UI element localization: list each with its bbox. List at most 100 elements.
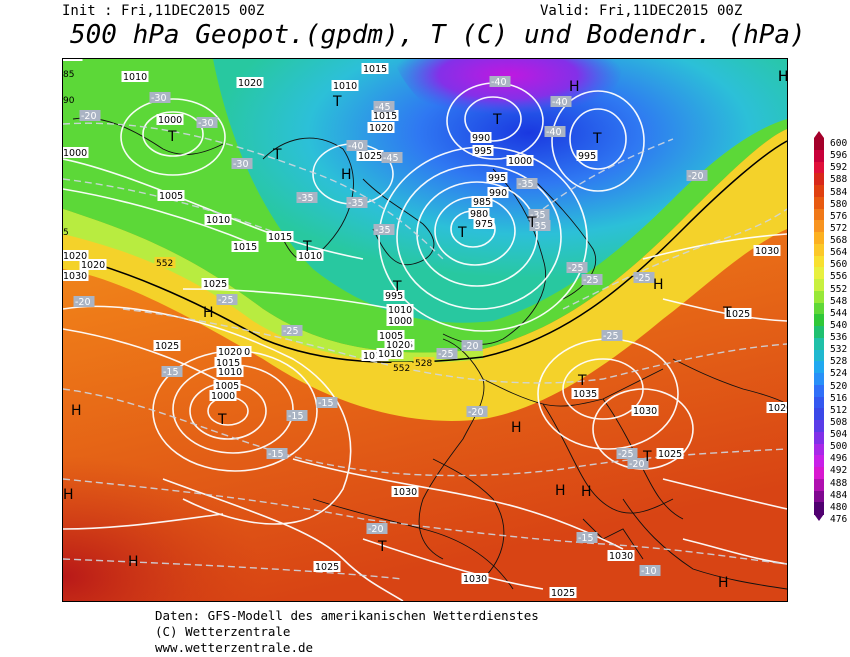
temperature-label: -25 bbox=[218, 295, 234, 306]
temperature-label-bg bbox=[373, 101, 395, 112]
pressure-label: 1030 bbox=[609, 551, 633, 562]
colorbar-swatch bbox=[814, 431, 824, 444]
pressure-label: 1000 bbox=[158, 115, 182, 126]
pressure-label: 975 bbox=[475, 219, 493, 230]
pressure-label-bg bbox=[386, 315, 414, 326]
pressure-label: 1005 bbox=[159, 191, 183, 202]
temperature-label: -40 bbox=[491, 77, 507, 88]
temperature-label-bg bbox=[381, 152, 403, 163]
colorbar-swatch bbox=[814, 267, 824, 280]
height-contour-label-bg bbox=[413, 357, 435, 368]
edge-labels: 85 90 5 bbox=[63, 70, 75, 238]
pressure-label: 1025 bbox=[726, 309, 750, 320]
colorbar-label: 548 bbox=[830, 295, 848, 307]
isotherms bbox=[63, 122, 787, 580]
pressure-label-bg bbox=[724, 308, 752, 319]
high-pressure-marker: H bbox=[778, 69, 787, 85]
pressure-label: 1010 bbox=[378, 349, 402, 360]
colorbar-label: 572 bbox=[830, 222, 848, 234]
pressure-label: 1010 bbox=[388, 305, 412, 316]
temperature-label: -40 bbox=[348, 141, 364, 152]
colorbar-label: 488 bbox=[830, 477, 848, 489]
pressure-label-bg bbox=[391, 486, 419, 497]
colorbar-swatch bbox=[814, 173, 824, 186]
temperature-label: -35 bbox=[530, 210, 546, 221]
pressure-label: 990 bbox=[63, 59, 81, 62]
low-pressure-marker: T bbox=[272, 147, 282, 163]
pressure-label-bg bbox=[201, 278, 229, 289]
temperature-label: -20 bbox=[75, 297, 91, 308]
colorbar-label: 528 bbox=[830, 356, 848, 368]
colorbar-label: 540 bbox=[830, 319, 848, 331]
temperature-label-bg bbox=[461, 340, 483, 351]
colorbar-swatch bbox=[814, 220, 824, 233]
pressure-label-bg bbox=[461, 573, 489, 584]
high-pressure-marker: H bbox=[71, 403, 82, 419]
low-pressure-marker: T bbox=[527, 215, 537, 231]
pressure-label-bg bbox=[79, 259, 107, 270]
lightgreen-band bbox=[63, 209, 483, 363]
temperature-label-bg bbox=[149, 92, 171, 103]
colorbar-label: 500 bbox=[830, 441, 848, 453]
temperature-label-bg bbox=[373, 224, 395, 235]
colorbar bbox=[814, 131, 824, 521]
colorbar-swatch bbox=[814, 208, 824, 221]
colorbar-swatch bbox=[814, 420, 824, 433]
colorbar-label: 560 bbox=[830, 259, 848, 271]
pressure-label: 1025 bbox=[155, 341, 179, 352]
pressure-label-bg bbox=[213, 380, 241, 391]
colorbar-swatch bbox=[814, 232, 824, 245]
pressure-label-bg bbox=[63, 147, 89, 158]
temperature-label-bg bbox=[436, 348, 458, 359]
colorbar-label: 544 bbox=[830, 307, 848, 319]
pressure-label: 1010 bbox=[333, 81, 357, 92]
colorbar-label: 588 bbox=[830, 174, 848, 186]
pressure-label-bg bbox=[549, 587, 577, 598]
colorbar-swatch bbox=[814, 384, 824, 397]
temperature-label-bg bbox=[489, 76, 511, 87]
temperature-label: -25 bbox=[583, 275, 599, 286]
pressure-label: 1000 bbox=[508, 156, 532, 167]
pressure-label-bg bbox=[236, 77, 264, 88]
pressure-label-bg bbox=[766, 402, 787, 413]
temperature-label-bg bbox=[346, 140, 368, 151]
temperature-label-bg bbox=[266, 448, 288, 459]
temperature-label: -25 bbox=[618, 449, 634, 460]
pressure-label-bg bbox=[473, 218, 495, 229]
low-pressure-marker: T bbox=[722, 305, 732, 321]
colorbar-swatch bbox=[814, 185, 824, 198]
pressure-label-bg bbox=[313, 561, 341, 572]
pressure-label-bg bbox=[63, 250, 89, 261]
temperature-label-bg bbox=[601, 330, 623, 341]
pressure-label-bg bbox=[753, 245, 781, 256]
pressure-label: 995 bbox=[488, 173, 506, 184]
temperature-label: -35 bbox=[518, 179, 534, 190]
colorbar-label: 576 bbox=[830, 210, 848, 222]
pressure-label-bg bbox=[214, 357, 242, 368]
temperature-label: -25 bbox=[568, 263, 584, 274]
temperature-label-bg bbox=[366, 523, 388, 534]
temperature-label: -20 bbox=[688, 171, 704, 182]
colorbar-label: 568 bbox=[830, 235, 848, 247]
temperature-label: -25 bbox=[603, 331, 619, 342]
height-contour-label: 528 bbox=[415, 359, 432, 369]
temperature-label: -20 bbox=[81, 111, 97, 122]
temperature-label-bg bbox=[627, 458, 649, 469]
pressure-label-bg bbox=[209, 390, 237, 401]
height-contour-label-bg bbox=[391, 362, 413, 373]
temperature-label: -35 bbox=[298, 193, 314, 204]
height-contour-552 bbox=[63, 140, 787, 364]
temperature-label: -20 bbox=[368, 524, 384, 535]
colorbar-label: 564 bbox=[830, 247, 848, 259]
temperature-label: -45 bbox=[383, 153, 399, 164]
temperature-label-bg bbox=[550, 96, 572, 107]
weather-map: 1010 1020 1015 1010 1000 1015 1020 1025 1000 1005… bbox=[62, 58, 788, 602]
temperature-label: -15 bbox=[163, 367, 179, 378]
colorbar-swatch bbox=[814, 243, 824, 256]
pressure-label-bg bbox=[216, 346, 244, 357]
pressure-label: 1020 bbox=[63, 251, 87, 262]
height-contour-label-bg bbox=[154, 257, 176, 268]
colorbar-swatch bbox=[814, 349, 824, 362]
colorbar-swatch bbox=[814, 337, 824, 350]
pressure-label-bg bbox=[266, 231, 294, 242]
